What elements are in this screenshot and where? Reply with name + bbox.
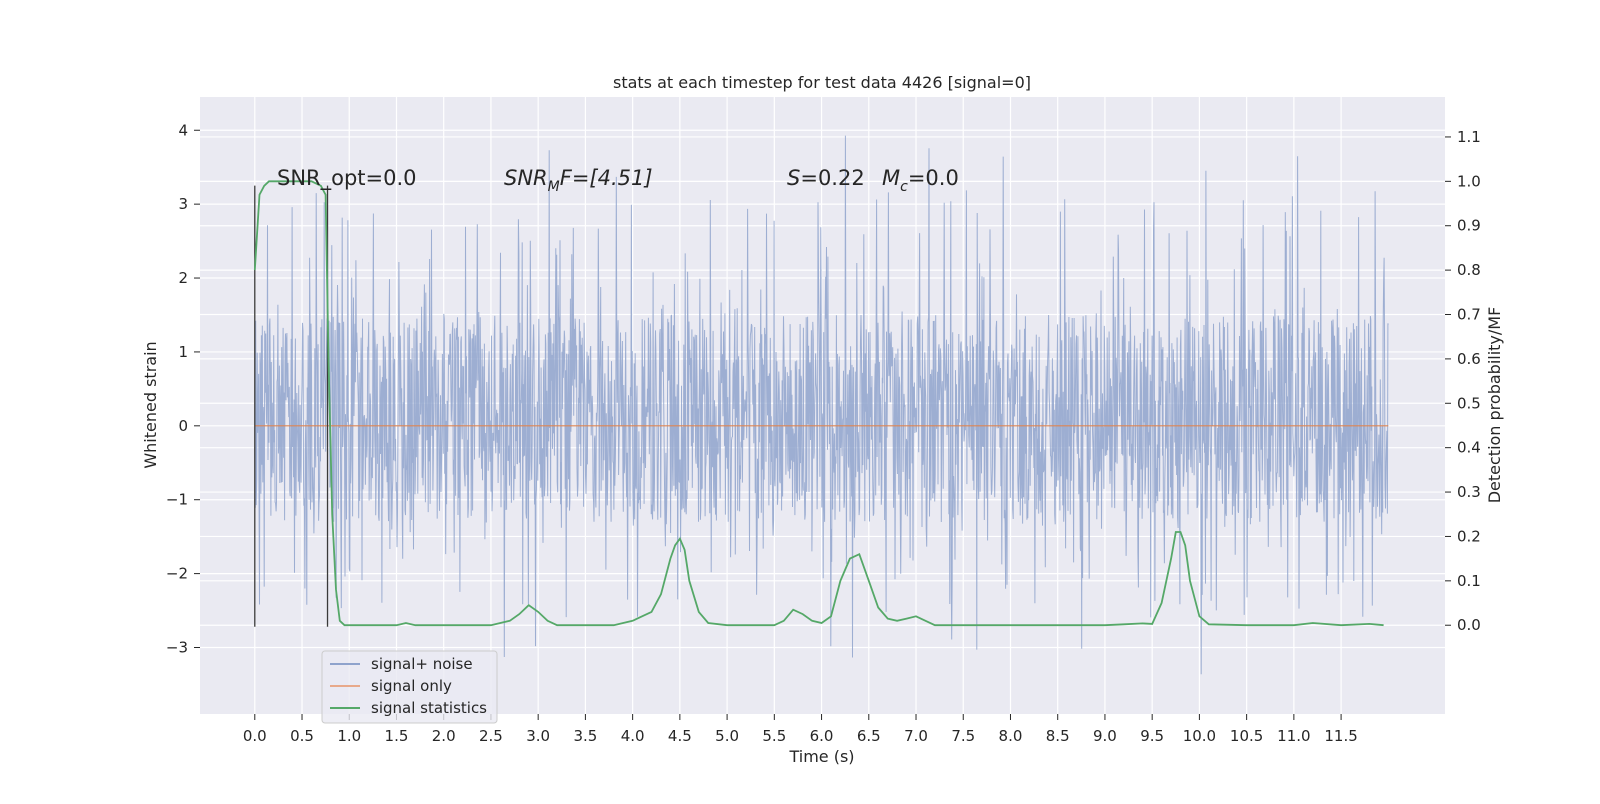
y-tick-label-left: −2 xyxy=(166,565,188,583)
y-tick-label-right: 0.8 xyxy=(1457,261,1481,279)
y-tick-label-right: 0.6 xyxy=(1457,350,1481,368)
y-tick-label-left: −1 xyxy=(166,491,188,509)
y-tick-label-right: 0.0 xyxy=(1457,616,1481,634)
x-tick-label: 1.0 xyxy=(337,727,361,745)
y-tick-label-left: 2 xyxy=(178,269,188,287)
y-tick-label-right: 0.4 xyxy=(1457,439,1481,457)
annotation-mc-sub: c xyxy=(900,179,908,195)
y-tick-label-right: 0.9 xyxy=(1457,217,1481,235)
annotation-snr-opt: SNR_opt=0.0 xyxy=(277,166,417,191)
x-axis-label: Time (s) xyxy=(788,747,854,766)
x-tick-label: 3.0 xyxy=(526,727,550,745)
annotation-snr-mf-name: SNR xyxy=(504,166,548,190)
x-tick-label: 4.5 xyxy=(668,727,692,745)
x-tick-label: 3.5 xyxy=(573,727,597,745)
y-tick-label-left: 3 xyxy=(178,195,188,213)
annotation-s-name: S xyxy=(787,166,800,190)
signal-noise-series xyxy=(254,135,1389,675)
x-tick-label: 8.5 xyxy=(1046,727,1070,745)
y-tick-label-left: 0 xyxy=(178,417,188,435)
x-tick-label: 0.0 xyxy=(243,727,267,745)
x-tick-label: 4.0 xyxy=(621,727,645,745)
y-tick-label-right: 0.5 xyxy=(1457,394,1481,412)
annotation-snr-mf-rest: F=[4.51] xyxy=(560,166,653,190)
annotation-mc-name: M xyxy=(882,166,900,190)
y-tick-label-right: 0.2 xyxy=(1457,527,1481,545)
annotation-mc-value: =0.0 xyxy=(908,166,959,190)
y-tick-label-right: 0.7 xyxy=(1457,306,1481,324)
x-tick-label: 9.0 xyxy=(1093,727,1117,745)
signal-statistics-line xyxy=(253,180,1384,627)
x-tick-label: 9.5 xyxy=(1140,727,1164,745)
x-tick-label: 0.5 xyxy=(290,727,314,745)
x-tick-label: 11.5 xyxy=(1324,727,1357,745)
annotation-snr-mf: SNRMF=[4.51] xyxy=(504,166,653,195)
x-tick-label: 5.0 xyxy=(715,727,739,745)
x-tick-label: 6.0 xyxy=(810,727,834,745)
y-tick-label-right: 1.1 xyxy=(1457,128,1481,146)
y-tick-label-left: 4 xyxy=(178,121,188,139)
signal-noise-line xyxy=(254,135,1389,675)
y-tick-label-right: 0.3 xyxy=(1457,483,1481,501)
y-tick-label-left: −3 xyxy=(166,638,188,656)
x-tick-label: 5.5 xyxy=(762,727,786,745)
tick-layer: 0.0 0.5 1.0 1.5 2.0 2.5 3.0 3.5 4.0 4.5 5.0 5.5 6.0 6… xyxy=(166,121,1481,745)
x-tick-label: 7.5 xyxy=(951,727,975,745)
x-tick-label: 1.5 xyxy=(385,727,409,745)
annotation-s-value: =0.22 xyxy=(800,166,864,190)
signal-statistics-series xyxy=(253,180,1384,627)
y-tick-label-left: 1 xyxy=(178,343,188,361)
x-tick-label: 11.0 xyxy=(1277,727,1310,745)
annotation-snr-mf-sub: M xyxy=(548,179,560,195)
y-tick-label-right: 1.0 xyxy=(1457,172,1481,190)
y-axis-label-left: Whitened strain xyxy=(141,341,160,468)
x-tick-label: 6.5 xyxy=(857,727,881,745)
y-tick-label-right: 0.1 xyxy=(1457,572,1481,590)
x-tick-label: 7.0 xyxy=(904,727,928,745)
annotation-mc: Mc=0.0 xyxy=(882,166,959,195)
legend-label-signal-noise: signal+ noise xyxy=(371,655,473,673)
y-axis-label-right: Detection probability/MF xyxy=(1485,307,1504,504)
legend-box xyxy=(321,650,498,724)
annotation-s: S=0.22 xyxy=(787,166,865,190)
chart-title: stats at each timestep for test data 442… xyxy=(613,73,1031,92)
legend-label-signal-only: signal only xyxy=(371,677,452,695)
x-tick-label: 8.0 xyxy=(999,727,1023,745)
legend: signal+ noise signal only signal statist… xyxy=(321,650,498,724)
x-tick-label: 10.0 xyxy=(1183,727,1216,745)
x-tick-label: 2.5 xyxy=(479,727,503,745)
legend-label-signal-statistics: signal statistics xyxy=(371,699,487,717)
x-tick-label: 10.5 xyxy=(1230,727,1263,745)
x-tick-label: 2.0 xyxy=(432,727,456,745)
